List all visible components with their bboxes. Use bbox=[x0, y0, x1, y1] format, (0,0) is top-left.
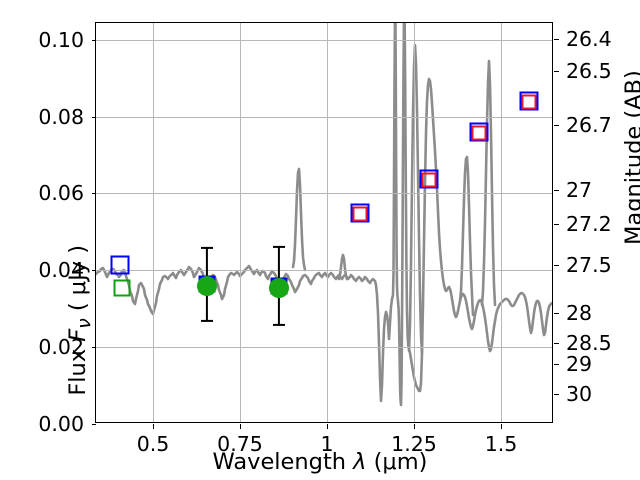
errorbar-cap-top-0.814 bbox=[273, 245, 285, 249]
data-point-blue-square bbox=[110, 255, 130, 275]
ytick-0.06 bbox=[91, 193, 96, 195]
data-point-green-circle bbox=[269, 278, 289, 298]
yticklabel-right: 27.2 bbox=[566, 212, 612, 236]
y-axis-label-right: Magnitude (AB) bbox=[621, 70, 640, 245]
data-point-blue-square bbox=[519, 91, 539, 111]
y-axis-label-symbol: F bbox=[64, 328, 91, 342]
yticklabel-right: 26.7 bbox=[566, 113, 612, 137]
gridline-x-1.5 bbox=[501, 23, 502, 422]
x-axis-label-prefix: Wavelength bbox=[212, 449, 354, 475]
yticklabel-right: 27.5 bbox=[566, 253, 612, 277]
xtick-1 bbox=[327, 424, 329, 429]
ytick-right-26.7 bbox=[554, 125, 559, 127]
data-point-red-square bbox=[421, 172, 437, 188]
ytick-right-30 bbox=[554, 394, 559, 396]
data-point-red-square bbox=[352, 206, 368, 222]
gridline-x-1 bbox=[327, 23, 328, 422]
yticklabel: 0.00 bbox=[38, 412, 84, 436]
gridline-y-0.06 bbox=[96, 193, 552, 194]
plot-clip bbox=[96, 23, 552, 422]
x-axis-label: Wavelength λ (μm) bbox=[0, 449, 640, 475]
plot-area: 0.5 0.75 1 1.25 1.5 0.00 0.02 0.04 0.06 … bbox=[38, 22, 640, 456]
ytick-right-28 bbox=[554, 313, 559, 315]
yticklabel-right: 26.4 bbox=[566, 27, 612, 51]
gridline-y-0.08 bbox=[96, 117, 552, 118]
x-axis-label-symbol: λ bbox=[353, 449, 367, 475]
yticklabel-right: 30 bbox=[566, 382, 593, 406]
xticklabel: 1 bbox=[320, 432, 334, 456]
errorbar-cap-bottom-0.606 bbox=[201, 319, 213, 323]
y-axis-label-subscript: ν bbox=[74, 318, 96, 329]
yticklabel-right: 28.5 bbox=[566, 331, 612, 355]
xticklabel: 0.75 bbox=[217, 432, 263, 456]
ytick-right-26.5 bbox=[554, 71, 559, 73]
errorbar-cap-top-0.606 bbox=[201, 246, 213, 250]
yticklabel: 0.06 bbox=[38, 181, 84, 205]
yticklabel: 0.08 bbox=[38, 105, 84, 129]
ytick-right-27 bbox=[554, 190, 559, 192]
xticklabel: 1.5 bbox=[484, 432, 518, 456]
xtick-0.5 bbox=[153, 424, 155, 429]
ytick-right-28.5 bbox=[554, 343, 559, 345]
yticklabel: 0.04 bbox=[38, 258, 84, 282]
ytick-0.00 bbox=[91, 424, 96, 426]
data-point-green-square bbox=[113, 279, 131, 297]
ytick-right-27.5 bbox=[554, 265, 559, 267]
ytick-right-27.2 bbox=[554, 224, 559, 226]
model-spectrum-line bbox=[96, 23, 552, 407]
xtick-1.5 bbox=[501, 424, 503, 429]
ytick-right-26.4 bbox=[554, 39, 559, 41]
xticklabel: 0.5 bbox=[136, 432, 170, 456]
data-point-red-square bbox=[471, 125, 487, 141]
yticklabel: 0.02 bbox=[38, 335, 84, 359]
x-axis-label-unit: (μm) bbox=[366, 449, 428, 475]
gridline-y-0.10 bbox=[96, 40, 552, 41]
xtick-0.75 bbox=[240, 424, 242, 429]
y-axis-label-prefix: Flux bbox=[64, 341, 91, 396]
gridline-x-0.75 bbox=[240, 23, 241, 422]
gridline-y-0.04 bbox=[96, 270, 552, 271]
yticklabel: 0.10 bbox=[38, 28, 84, 52]
ytick-right-29 bbox=[554, 364, 559, 366]
errorbar-cap-bottom-0.814 bbox=[273, 323, 285, 327]
data-point-blue-square bbox=[419, 169, 439, 189]
gridline-x-0.5 bbox=[153, 23, 154, 422]
ytick-0.08 bbox=[91, 117, 96, 119]
xticklabel: 1.25 bbox=[391, 432, 437, 456]
xtick-1.25 bbox=[414, 424, 416, 429]
y-axis-label-unit: ( μJy ) bbox=[64, 245, 91, 319]
gridline-x-1.25 bbox=[414, 23, 415, 422]
yticklabel-right: 28 bbox=[566, 301, 593, 325]
data-point-red-square bbox=[521, 94, 537, 110]
ytick-0.10 bbox=[91, 40, 96, 42]
yticklabel-right: 29 bbox=[566, 352, 593, 376]
ytick-0.04 bbox=[91, 270, 96, 272]
yticklabel-right: 27 bbox=[566, 178, 593, 202]
y-axis-label: Flux Fν ( μJy ) bbox=[65, 245, 96, 396]
gridline-y-0.02 bbox=[96, 347, 552, 348]
ytick-0.02 bbox=[91, 347, 96, 349]
data-point-blue-square bbox=[350, 203, 370, 223]
data-point-green-circle bbox=[197, 276, 217, 296]
yticklabel-right: 26.5 bbox=[566, 59, 612, 83]
data-point-blue-square bbox=[469, 122, 489, 142]
